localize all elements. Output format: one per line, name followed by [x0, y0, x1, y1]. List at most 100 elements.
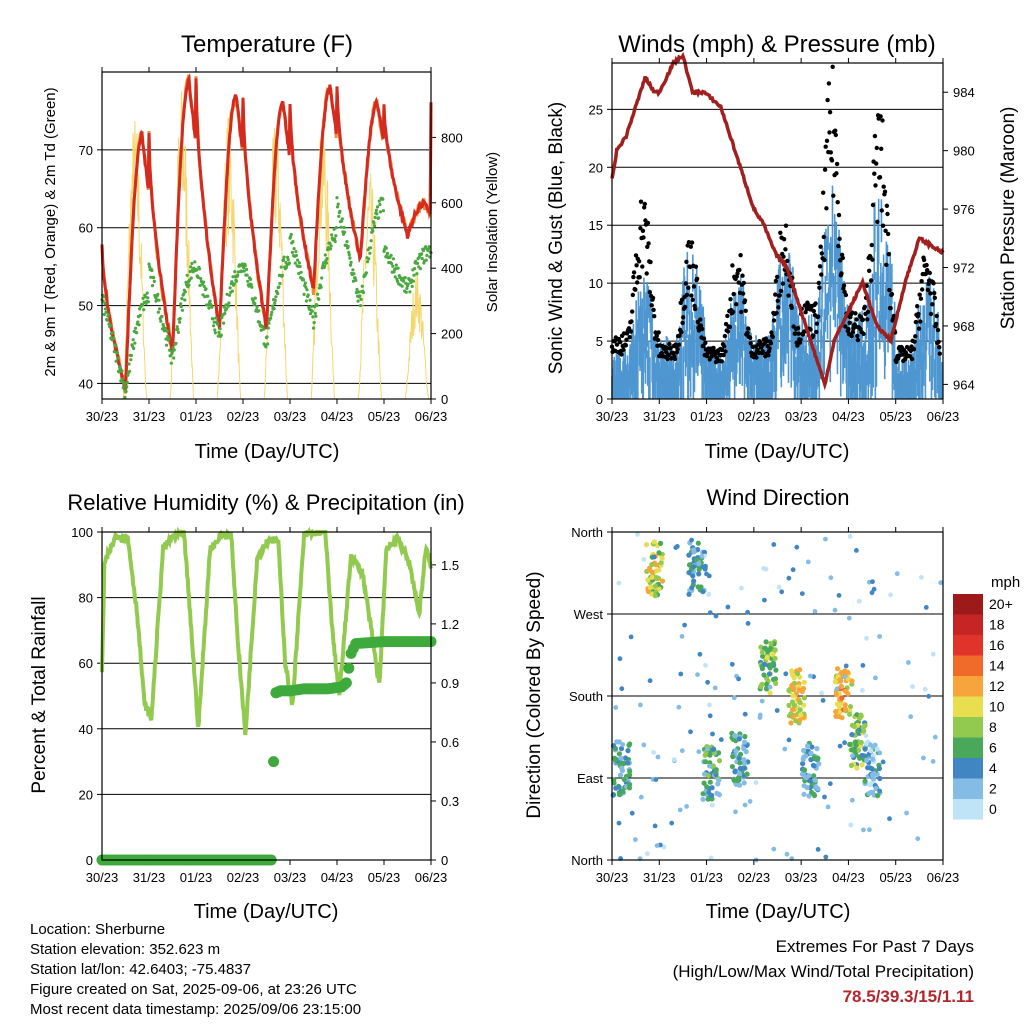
wind-gust-point	[903, 356, 908, 362]
colorbar-swatch	[953, 778, 983, 799]
dewpoint-point	[353, 276, 357, 280]
dewpoint-point	[176, 330, 180, 334]
dewpoint-point	[412, 273, 416, 277]
winds-xtick-label: 06/23	[927, 409, 960, 424]
wind-gust-point	[781, 254, 786, 259]
dewpoint-point	[246, 279, 250, 283]
direction-ytick-label: South	[569, 689, 603, 704]
temperature-ytick-label: 60	[79, 221, 93, 236]
wind-gust-point	[767, 346, 772, 351]
dewpoint-point	[202, 284, 206, 288]
wind-direction-point	[834, 686, 840, 692]
wind-direction-point	[742, 802, 748, 808]
wind-gust-point	[935, 327, 941, 333]
wind-gust-point	[833, 128, 838, 133]
dewpoint-point	[131, 338, 135, 342]
wind-direction-point	[744, 771, 750, 777]
wind-gust-point	[723, 349, 728, 354]
wind-direction-point	[776, 584, 782, 590]
wind-gust-point	[870, 202, 876, 208]
dewpoint-point	[266, 342, 270, 346]
dewpoint-point	[276, 292, 280, 296]
colorbar-label: 18	[989, 617, 1005, 633]
colorbar-label: 4	[989, 760, 997, 776]
humidity-panel: Relative Humidity (%) & Precipitation (i…	[29, 490, 465, 923]
wind-direction-point	[612, 755, 618, 761]
wind-direction-point	[702, 759, 709, 765]
wind-direction-point	[658, 560, 664, 566]
dewpoint-point	[323, 264, 327, 268]
wind-gust-point	[921, 257, 927, 263]
wind-direction-point	[930, 651, 936, 657]
wind-direction-point	[700, 791, 706, 797]
wind-direction-point	[622, 755, 629, 761]
dewpoint-point	[349, 260, 353, 264]
direction-ylabel-left: Direction (Colored By Speed)	[524, 571, 545, 818]
wind-direction-point	[868, 748, 874, 754]
wind-direction-point	[786, 713, 793, 719]
wind-direction-point	[658, 540, 664, 547]
dewpoint-point	[374, 208, 378, 212]
dewpoint-point	[377, 216, 381, 220]
dewpoint-point	[411, 279, 415, 283]
wind-direction-point	[874, 746, 880, 752]
dewpoint-point	[210, 305, 214, 309]
wind-gust-point	[933, 321, 939, 327]
wind-direction-point	[797, 667, 803, 673]
dewpoint-point	[158, 307, 162, 311]
wind-direction-point	[732, 733, 738, 739]
wind-direction-point	[635, 532, 640, 537]
wind-gust-point	[634, 263, 639, 268]
dewpoint-point	[371, 229, 375, 233]
wind-direction-point	[706, 592, 712, 597]
wind-direction-point	[932, 734, 938, 740]
wind-gust-point	[783, 223, 789, 228]
wind-direction-point	[736, 736, 742, 742]
wind-gust-point	[877, 175, 883, 180]
direction-ytick-label: West	[574, 607, 604, 622]
winds-xtick-label: 02/23	[738, 409, 771, 424]
wind-direction-point	[733, 809, 738, 815]
wind-direction-point	[938, 580, 944, 586]
humidity-xtick-label: 02/23	[227, 870, 260, 885]
wind-gust-point	[915, 304, 920, 309]
wind-gust-point	[680, 320, 685, 326]
dewpoint-point	[132, 346, 136, 351]
dewpoint-point	[117, 370, 121, 374]
wind-gust-point	[789, 305, 794, 310]
dewpoint-point	[125, 380, 129, 385]
wind-gust-point	[778, 288, 784, 294]
wind-direction-point	[703, 663, 708, 668]
wind-direction-point	[616, 751, 623, 757]
wind-gust-point	[675, 347, 680, 352]
dewpoint-point	[340, 217, 344, 221]
dewpoint-point	[206, 303, 210, 307]
winds-y2tick-label: 984	[953, 85, 975, 100]
wind-gust-point	[932, 295, 937, 300]
dewpoint-point	[325, 257, 329, 261]
winds-xtick-label: 01/23	[690, 409, 723, 424]
dewpoint-point	[244, 267, 249, 272]
dewpoint-point	[281, 258, 286, 262]
wind-direction-point	[820, 698, 826, 703]
dewpoint-point	[135, 331, 139, 335]
dewpoint-point	[293, 261, 297, 265]
wind-gust-point	[691, 284, 697, 289]
wind-direction-point	[904, 810, 909, 816]
wind-gust-point	[823, 144, 828, 149]
wind-gust-point	[665, 356, 670, 362]
wind-direction-point	[867, 782, 873, 788]
wind-direction-point	[863, 741, 869, 747]
wind-gust-point	[633, 253, 639, 258]
humidity-ytick-label: 80	[79, 591, 93, 606]
humidity-xtick-label: 01/23	[180, 870, 213, 885]
dewpoint-point	[103, 302, 107, 306]
dewpoint-point	[249, 283, 253, 287]
wind-direction-point	[671, 757, 677, 762]
dewpoint-point	[321, 261, 326, 265]
dewpoint-point	[172, 356, 176, 360]
dewpoint-point	[317, 297, 321, 301]
wind-direction-point	[709, 785, 715, 791]
temperature-ytick-label: 50	[79, 299, 93, 314]
